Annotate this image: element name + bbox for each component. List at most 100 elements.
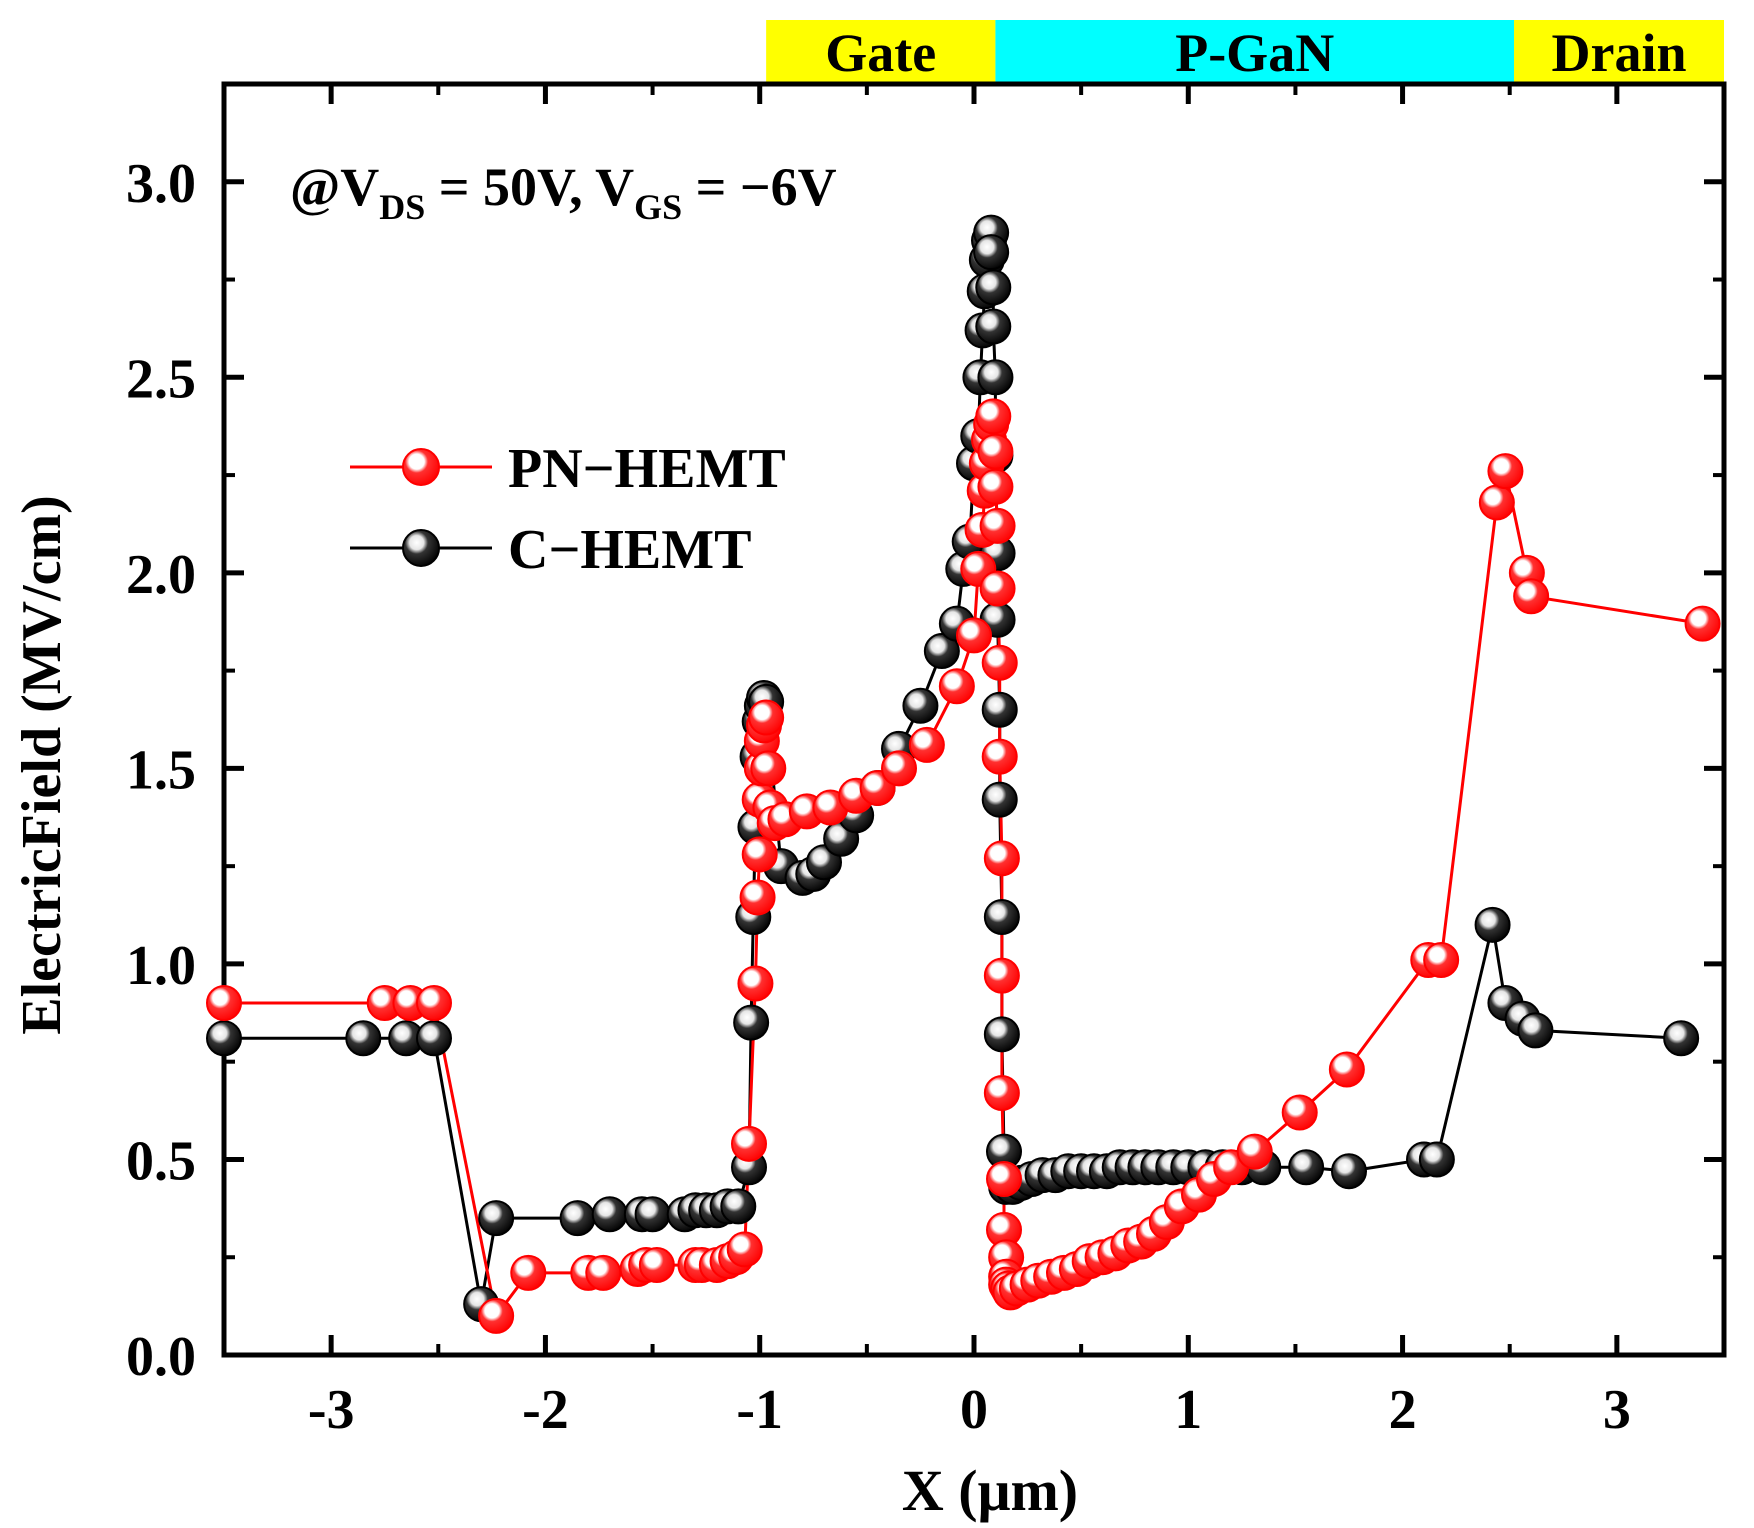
region-p-gan (995, 20, 1514, 82)
annotation-sub2: GS (634, 187, 682, 227)
point-c-hemt (1331, 1153, 1367, 1190)
point-pn-hemt (981, 738, 1018, 775)
point-pn-hemt (748, 699, 785, 736)
point-pn-hemt (585, 1254, 622, 1291)
annotation-suffix: = −6V (682, 157, 837, 217)
point-pn-hemt (726, 1231, 763, 1268)
point-c-hemt (206, 1020, 242, 1057)
point-c-hemt (416, 1020, 452, 1057)
point-pn-hemt (1236, 1133, 1273, 1170)
point-c-hemt (973, 234, 1010, 271)
point-c-hemt (559, 1200, 596, 1237)
x-tick-label: 3 (1603, 1379, 1631, 1441)
point-c-hemt (975, 308, 1012, 345)
conditions-annotation: @VDS = 50V, VGS = −6V (290, 157, 837, 227)
annotation-sub1: DS (379, 187, 425, 227)
y-tick-label: 1.5 (126, 739, 196, 801)
point-pn-hemt (478, 1297, 515, 1334)
x-tick-label: -2 (522, 1379, 569, 1441)
point-pn-hemt (739, 879, 776, 916)
point-pn-hemt (750, 750, 787, 787)
legend-label-c-hemt: C−HEMT (508, 519, 751, 581)
point-c-hemt (1517, 1012, 1554, 1049)
point-pn-hemt (908, 726, 945, 763)
point-pn-hemt (1487, 453, 1524, 490)
y-tick-label: 1.0 (126, 935, 196, 997)
point-pn-hemt (638, 1247, 675, 1284)
legend-label-pn-hemt: PN−HEMT (508, 438, 786, 500)
x-tick-label: 2 (1389, 1379, 1417, 1441)
region-p-gan-label: P-GaN (1175, 23, 1334, 83)
point-pn-hemt (981, 644, 1018, 681)
x-tick-label: -1 (736, 1379, 783, 1441)
point-pn-hemt (416, 985, 452, 1022)
point-c-hemt (902, 687, 939, 724)
point-pn-hemt (979, 507, 1016, 544)
point-pn-hemt (938, 668, 975, 705)
point-pn-hemt (1328, 1051, 1365, 1088)
point-c-hemt (975, 269, 1012, 306)
point-c-hemt (345, 1020, 382, 1057)
region-bar: Gate P-GaN Drain (766, 20, 1724, 83)
series-lines (224, 232, 1703, 1320)
region-gate (766, 20, 996, 82)
point-pn-hemt (956, 617, 992, 654)
region-gate-label: Gate (825, 23, 936, 83)
legend-marker-pn-hemt (402, 448, 440, 486)
point-c-hemt (1418, 1141, 1455, 1178)
point-pn-hemt (977, 468, 1014, 505)
series-line-c-hemt (224, 232, 1682, 1305)
y-tick-label: 2.5 (126, 348, 196, 410)
y-tick-label: 3.0 (126, 153, 196, 215)
point-pn-hemt (975, 398, 1012, 435)
point-pn-hemt (983, 957, 1020, 994)
point-c-hemt (983, 1016, 1020, 1053)
annotation-mid: = 50V, V (425, 157, 634, 217)
point-c-hemt (981, 691, 1018, 728)
point-c-hemt (981, 781, 1018, 818)
point-pn-hemt (737, 965, 774, 1002)
y-tick-label: 0.5 (126, 1130, 196, 1192)
point-pn-hemt (1478, 484, 1515, 521)
point-pn-hemt (1684, 605, 1721, 642)
y-axis-label: ElectricField (MV/cm) (11, 495, 73, 1035)
point-c-hemt (1474, 906, 1511, 943)
point-c-hemt (1288, 1149, 1325, 1186)
region-drain (1514, 20, 1724, 82)
axis-ticks: -3 -2 -1 0 1 2 3 0.0 0.5 1.0 1.5 2.0 2.5 3.0 (126, 84, 1726, 1441)
point-pn-hemt (881, 750, 917, 787)
point-c-hemt (733, 1004, 770, 1041)
point-pn-hemt (1281, 1094, 1318, 1131)
point-pn-hemt (983, 840, 1020, 877)
point-c-hemt (923, 633, 960, 670)
y-tick-label: 2.0 (126, 544, 196, 606)
point-pn-hemt (1513, 578, 1550, 615)
point-c-hemt (977, 359, 1014, 396)
point-pn-hemt (206, 985, 242, 1022)
point-c-hemt (478, 1200, 515, 1237)
x-axis-label: X (μm) (902, 1458, 1078, 1523)
point-c-hemt (1663, 1020, 1700, 1057)
plot-frame (221, 81, 1727, 1358)
point-c-hemt (634, 1196, 671, 1233)
point-c-hemt (720, 1188, 757, 1225)
point-pn-hemt (731, 1125, 767, 1162)
point-pn-hemt (979, 570, 1016, 607)
point-pn-hemt (741, 836, 778, 873)
point-pn-hemt (983, 1074, 1020, 1111)
point-c-hemt (591, 1196, 628, 1233)
legend: PN−HEMT C−HEMT (350, 438, 786, 581)
legend-marker-c-hemt (402, 529, 440, 567)
point-pn-hemt (1423, 942, 1460, 979)
x-tick-label: -3 (308, 1379, 355, 1441)
x-tick-label: 0 (960, 1379, 988, 1441)
region-drain-label: Drain (1552, 23, 1687, 83)
point-pn-hemt (510, 1254, 547, 1291)
series-points (206, 214, 1721, 1334)
point-pn-hemt (986, 1161, 1022, 1198)
y-tick-label: 0.0 (126, 1326, 196, 1388)
annotation-prefix: @V (290, 157, 379, 217)
point-pn-hemt (977, 433, 1014, 470)
point-c-hemt (983, 898, 1020, 935)
